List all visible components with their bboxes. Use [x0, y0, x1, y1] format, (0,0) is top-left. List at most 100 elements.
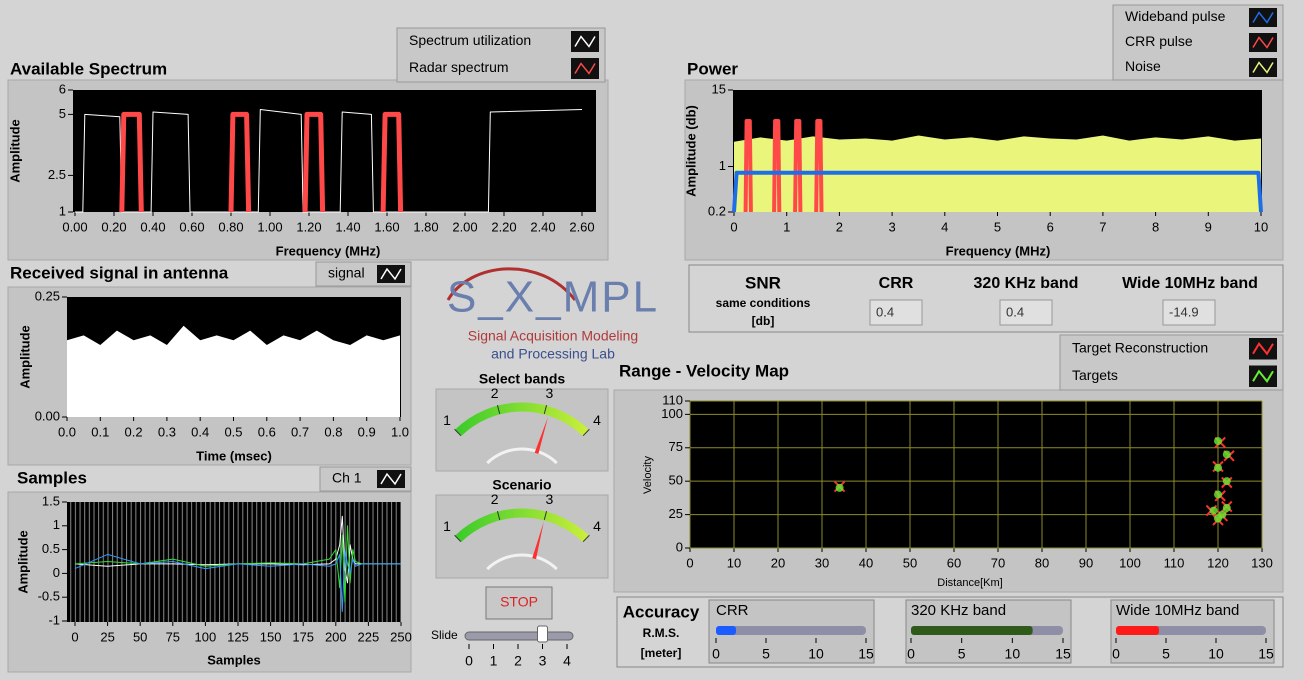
x-tick-label: 2.60 — [569, 219, 594, 234]
gauge-needle[interactable] — [532, 521, 544, 560]
accuracy-unit: [meter] — [641, 646, 682, 660]
snr-unit: [db] — [752, 314, 775, 328]
x-tick-label: 120 — [1207, 555, 1229, 570]
x-tick-label: 10 — [727, 555, 741, 570]
gauge-tick — [543, 511, 548, 520]
x-tick-label: 30 — [815, 555, 829, 570]
snr-value: 0.4 — [876, 304, 894, 319]
x-tick-label: 75 — [166, 629, 180, 644]
x-tick-label: 0 — [71, 629, 78, 644]
slider-track — [464, 631, 574, 641]
slider-tick-label: 2 — [514, 653, 522, 669]
x-tick-label: 1.60 — [374, 219, 399, 234]
x-tick-label: 150 — [260, 629, 282, 644]
gauge-label: Scenario — [492, 477, 551, 493]
accuracy-bar-label: CRR — [716, 602, 749, 619]
y-tick-label: 25 — [669, 506, 683, 521]
x-tick-label: 0.4 — [191, 424, 209, 439]
stop-button-label: STOP — [500, 594, 538, 610]
y-tick-label: 0 — [53, 565, 60, 580]
x-tick-label: 5 — [994, 219, 1001, 234]
y-tick-label: 1 — [53, 517, 60, 532]
y-tick-label: 0 — [676, 539, 683, 554]
accuracy-subtitle: R.M.S. — [643, 626, 680, 640]
slider-thumb[interactable] — [537, 625, 548, 643]
x-tick-label: 0.20 — [101, 219, 126, 234]
plot-area — [73, 90, 596, 212]
snr-column-label: Wide 10MHz band — [1122, 275, 1258, 292]
legend-swatch — [1252, 36, 1274, 49]
legend[interactable] — [396, 27, 606, 83]
x-tick-label: 60 — [947, 555, 961, 570]
slider-tick-label: 1 — [490, 653, 498, 669]
slider-label: Slide — [431, 628, 458, 642]
accuracy-bar — [911, 626, 1033, 635]
gauge-tick-label: 4 — [593, 412, 601, 428]
logo-name: S_X_MPL — [447, 273, 659, 322]
y-axis-label: Amplitude — [15, 530, 30, 594]
stop-button[interactable] — [485, 586, 553, 620]
logo-swoosh — [446, 267, 577, 301]
target — [1222, 450, 1231, 459]
x-tick-label: 0.7 — [291, 424, 309, 439]
gauge-inner-arc — [486, 447, 558, 465]
series-line — [74, 525, 401, 603]
snr-value-box — [999, 299, 1053, 326]
accuracy-bar — [716, 626, 736, 635]
accuracy-bar-label: Wide 10MHz band — [1116, 602, 1239, 619]
x-tick-label: 0.5 — [224, 424, 242, 439]
gauge-tick-label: 1 — [443, 412, 451, 428]
x-tick-label: 1.80 — [413, 219, 438, 234]
accuracy-tick-label: 0 — [1112, 646, 1120, 662]
gauge-tick — [496, 405, 501, 414]
plot-area — [690, 401, 1262, 548]
y-axis-label: Amplitude (db) — [683, 105, 698, 197]
legend-swatch — [574, 62, 596, 75]
accuracy-tick-label: 5 — [1162, 646, 1170, 662]
x-tick-label: 2.20 — [491, 219, 516, 234]
snr-value: -14.9 — [1169, 304, 1199, 319]
target — [1214, 490, 1222, 499]
x-tick-label: 90 — [1079, 555, 1093, 570]
legend[interactable] — [1059, 334, 1284, 391]
x-tick-label: 70 — [991, 555, 1005, 570]
accuracy-tick-label: 15 — [1055, 646, 1071, 662]
x-tick-label: 8 — [1152, 219, 1159, 234]
x-tick-label: 50 — [133, 629, 147, 644]
gauge-tick — [582, 428, 590, 437]
gauge-inner-arc — [486, 553, 558, 571]
chart-title: Samples — [17, 468, 87, 487]
slider-tick-label: 0 — [465, 653, 473, 669]
y-tick-label: 0.2 — [708, 203, 726, 218]
accuracy-tick-label: 5 — [958, 646, 966, 662]
x-tick-label: 50 — [903, 555, 917, 570]
snr-title: SNR — [745, 273, 781, 292]
snr-value-box — [1162, 299, 1216, 326]
x-axis-label: Frequency (MHz) — [946, 243, 1051, 258]
x-tick-label: 125 — [227, 629, 249, 644]
x-tick-label: 250 — [390, 629, 412, 644]
y-tick-label: 5 — [59, 106, 66, 121]
target — [1209, 506, 1218, 515]
gauge-tick-label: 3 — [545, 385, 553, 401]
gauge-needle[interactable] — [534, 417, 549, 454]
legend-label: Spectrum utilization — [409, 32, 531, 48]
slider-tick-label: 3 — [539, 653, 547, 669]
series-line — [119, 111, 404, 213]
x-tick-label: 1.20 — [296, 219, 321, 234]
x-tick-label: 25 — [100, 629, 114, 644]
x-tick-label: 2 — [836, 219, 843, 234]
series-line — [74, 549, 401, 612]
x-tick-label: 0 — [686, 555, 693, 570]
legend-label: CRR pulse — [1125, 33, 1193, 49]
y-tick-label: 1.5 — [42, 493, 60, 508]
snr-value: 0.4 — [1006, 304, 1024, 319]
target — [1222, 503, 1231, 512]
x-axis-label: Frequency (MHz) — [276, 243, 381, 258]
x-tick-label: 130 — [1251, 555, 1273, 570]
logo-line: and Processing Lab — [491, 346, 615, 362]
y-tick-label: 1 — [719, 158, 726, 173]
x-tick-label: 1.00 — [257, 219, 282, 234]
